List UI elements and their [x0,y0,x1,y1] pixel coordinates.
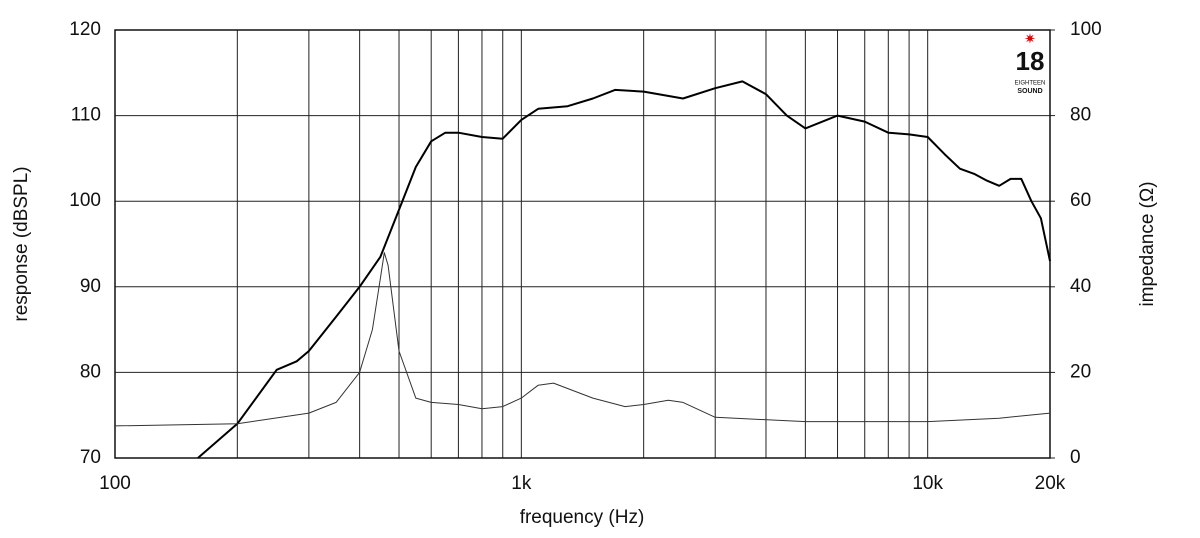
logo-text: EIGHTEEN [1015,81,1046,87]
x-tick-label: 20k [1035,473,1066,494]
x-tick-label: 10k [912,473,943,494]
data-line [197,80,1051,459]
y2-axis-label: impedance (Ω) [1137,181,1158,306]
y2-tick-label: 60 [1070,190,1091,211]
logo: ✷ 18 EIGHTEEN SOUND [1015,31,1046,95]
y-tick-label: 110 [71,105,101,126]
y-tick-label: 100 [69,190,101,211]
y2-tick-label: 80 [1070,105,1091,126]
data-line [114,252,1051,427]
logo-number: 18 [1016,46,1045,76]
y2-tick-label: 20 [1070,361,1091,382]
plot-frame [114,29,1051,459]
x-axis-label: frequency (Hz) [520,507,645,528]
y2-tick-label: 0 [1070,447,1081,468]
y-tick-label: 70 [80,447,101,468]
y2-tick-label: 100 [1070,19,1102,40]
y-tick-label: 120 [69,19,101,40]
x-tick-label: 1k [511,473,532,494]
y-tick-label: 80 [80,361,101,382]
y2-tick-label: 40 [1070,276,1091,297]
x-tick-label: 100 [99,473,131,494]
y-axis-label: response (dBSPL) [11,166,32,321]
y-tick-label: 90 [80,276,101,297]
logo-star: ✷ [1024,31,1036,47]
logo-text: SOUND [1017,88,1042,95]
